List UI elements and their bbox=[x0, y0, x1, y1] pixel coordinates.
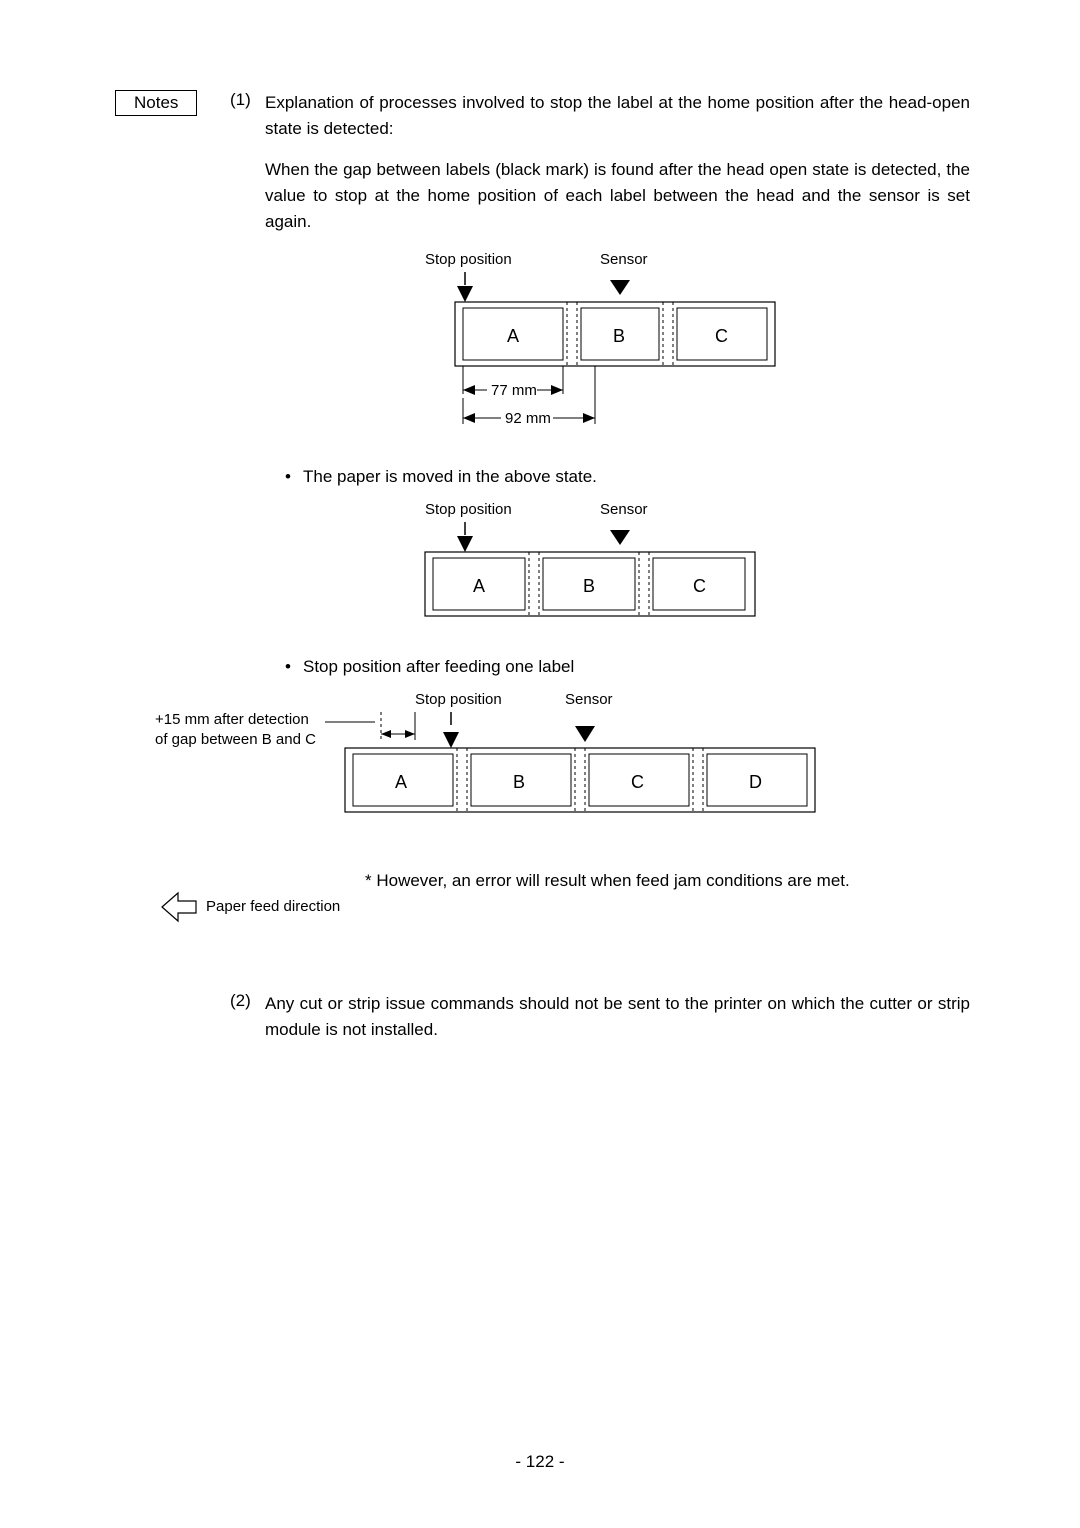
notes-box-label: Notes bbox=[115, 90, 197, 116]
diagram-3-svg: +15 mm after detection of gap between B … bbox=[155, 690, 885, 850]
note-1-para: When the gap between labels (black mark)… bbox=[265, 157, 970, 236]
arrow-left-icon bbox=[160, 889, 200, 925]
label-a: A bbox=[507, 326, 519, 346]
annotation-line2: of gap between B and C bbox=[155, 731, 316, 748]
note-2: (2) Any cut or strip issue commands shou… bbox=[230, 991, 970, 1044]
label-b: B bbox=[583, 576, 595, 596]
note-1: (1) Explanation of processes involved to… bbox=[230, 90, 970, 931]
note-1-title: Explanation of processes involved to sto… bbox=[265, 90, 970, 143]
stop-position-label: Stop position bbox=[415, 691, 502, 708]
note-1-number: (1) bbox=[230, 90, 265, 110]
dim-92: 92 mm bbox=[505, 410, 551, 427]
bullet-1-text: The paper is moved in the above state. bbox=[303, 464, 597, 490]
sensor-label: Sensor bbox=[600, 251, 648, 268]
stop-position-label: Stop position bbox=[425, 501, 512, 518]
label-c: C bbox=[693, 576, 706, 596]
paper-feed-direction-label: Paper feed direction bbox=[206, 895, 340, 918]
label-b: B bbox=[513, 772, 525, 792]
diagram-2: Stop position Sensor A B bbox=[395, 500, 970, 640]
sensor-label: Sensor bbox=[565, 691, 613, 708]
label-a: A bbox=[473, 576, 485, 596]
stop-position-label: Stop position bbox=[425, 251, 512, 268]
annotation-line1: +15 mm after detection bbox=[155, 711, 309, 728]
diagram-2-svg: Stop position Sensor A B bbox=[395, 500, 815, 640]
sensor-label: Sensor bbox=[600, 501, 648, 518]
bullet-2-text: Stop position after feeding one label bbox=[303, 654, 574, 680]
label-b: B bbox=[613, 326, 625, 346]
page: Notes (1) Explanation of processes invol… bbox=[0, 0, 1080, 1528]
note-2-body: Any cut or strip issue commands should n… bbox=[265, 991, 970, 1044]
diagram-1-svg: Stop position Sensor A bbox=[395, 250, 815, 450]
bullet-icon: • bbox=[285, 654, 303, 680]
label-c: C bbox=[715, 326, 728, 346]
diagram-3: +15 mm after detection of gap between B … bbox=[155, 690, 970, 850]
dim-77: 77 mm bbox=[491, 382, 537, 399]
content-column: (1) Explanation of processes involved to… bbox=[230, 90, 970, 1043]
paper-feed-direction: Paper feed direction bbox=[160, 889, 865, 925]
bullet-icon: • bbox=[285, 464, 303, 490]
bullet-2: • Stop position after feeding one label bbox=[285, 654, 970, 680]
note-2-number: (2) bbox=[230, 991, 265, 1011]
label-c: C bbox=[631, 772, 644, 792]
label-d: D bbox=[749, 772, 762, 792]
label-a: A bbox=[395, 772, 407, 792]
page-number: - 122 - bbox=[0, 1452, 1080, 1472]
note-1-body: Explanation of processes involved to sto… bbox=[265, 90, 970, 931]
bullet-1: • The paper is moved in the above state. bbox=[285, 464, 970, 490]
diagram-1: Stop position Sensor A bbox=[395, 250, 970, 450]
